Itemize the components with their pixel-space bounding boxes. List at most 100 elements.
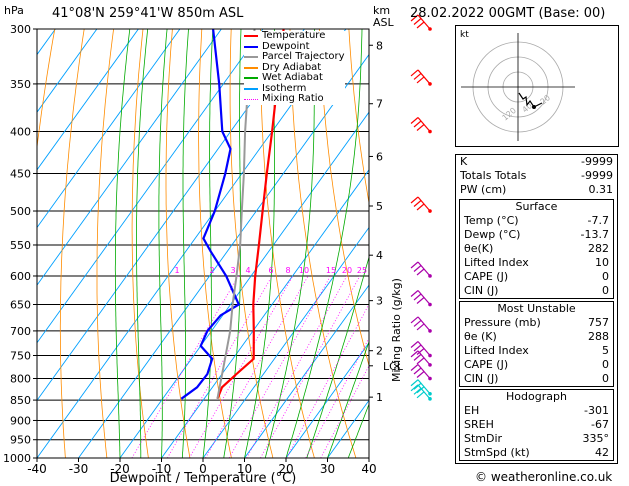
hodograph-section: Hodograph EH -301 SREH -67 StmDir 335° StmSpd … [459, 389, 614, 461]
wind-barb-flag [410, 341, 419, 348]
hodograph-kt-label: kt [460, 30, 469, 40]
pressure-tick-label: 550 [10, 239, 31, 252]
pressure-tick-label: 300 [10, 23, 31, 36]
legend-item: Parcel Trajectory [244, 51, 345, 63]
table-row: StmDir 335° [460, 432, 613, 446]
mixing-ratio-line [246, 275, 348, 458]
row-value: 10 [595, 256, 609, 269]
legend-swatch [244, 98, 258, 100]
legend-label: Isotherm [262, 82, 307, 94]
wind-barb-flag [410, 69, 419, 77]
wind-barb-flag [416, 124, 425, 131]
isotherm-line [37, 29, 264, 344]
pressure-tick-label: 600 [10, 270, 31, 283]
row-value: -9999 [581, 155, 613, 168]
row-value: 0.31 [588, 183, 614, 196]
table-row: CAPE (J) 0 [460, 270, 613, 284]
wind-barb-flag [413, 293, 422, 301]
wind-barb-base [428, 274, 432, 278]
row-value: 282 [588, 242, 609, 255]
height-tick-label: 1 [376, 391, 383, 404]
mixing-ratio-line [305, 337, 369, 458]
wind-barb-flag [413, 265, 422, 272]
isotherm-line [37, 29, 222, 286]
table-row: Lifted Index 10 [460, 256, 613, 270]
wind-barb-flag [410, 364, 419, 371]
isotherm-line [161, 169, 369, 458]
wet-adiabat-line [244, 29, 275, 458]
wind-barb-flag [410, 316, 419, 324]
row-label: Lifted Index [464, 256, 529, 269]
wind-barb-flag [416, 21, 425, 29]
dry-adiabat-line [289, 29, 357, 458]
wet-adiabat-line [306, 255, 369, 458]
row-label: EH [464, 404, 480, 417]
date-title: 28.02.2022 00GMT (Base: 00) [410, 6, 606, 21]
legend-label: Mixing Ratio [262, 93, 324, 104]
row-label: CIN (J) [464, 284, 499, 297]
wind-barb-flag [413, 18, 422, 25]
most-unstable-section: Most Unstable Pressure (mb) 757 θe (K) 288 L… [459, 301, 614, 387]
wind-barb-flag [416, 371, 425, 378]
table-row: Pressure (mb) 757 [460, 316, 613, 330]
wind-barb-flag [413, 367, 422, 375]
row-value: 0 [602, 270, 609, 283]
table-row: CAPE (J) 0 [460, 358, 613, 372]
wet-adiabat-line [136, 29, 149, 458]
table-row: PW (cm) 0.31 [456, 183, 617, 197]
temperature-tick-label: 40 [361, 462, 376, 476]
temperature-tick-label: 0 [199, 462, 207, 476]
wind-barb-flag [413, 387, 422, 395]
temperature-tick-label: 10 [237, 462, 252, 476]
wind-barb-flag [410, 14, 419, 22]
dry-adiabat-line [131, 29, 149, 458]
isotherm-line [37, 29, 139, 171]
table-row: θe(K) 282 [460, 242, 613, 256]
hodograph-frame [455, 25, 619, 147]
wind-barb-flag [416, 391, 425, 399]
series-parcel-trajectory [216, 29, 256, 399]
isotherm-line [285, 341, 369, 458]
legend-label: Parcel Trajectory [262, 51, 345, 62]
dry-adiabat-line [165, 29, 191, 458]
x-axis-title: Dewpoint / Temperature (°C) [110, 471, 297, 486]
indices-table: K -9999 Totals Totals -9999 PW (cm) 0.31 Surf… [455, 154, 618, 464]
pressure-tick-label: 400 [10, 126, 31, 139]
mixing-ratio-tick-label: 20 [342, 266, 352, 275]
pressure-tick-label: 950 [10, 434, 31, 447]
dry-adiabat-line [59, 29, 85, 458]
row-label: StmSpd (kt) [464, 446, 530, 459]
wind-barb-flag [416, 348, 425, 355]
wind-barb-base [428, 363, 432, 367]
hpa-label: hPa [4, 4, 24, 17]
wind-barb-base [428, 376, 432, 381]
wet-adiabat-line [285, 29, 363, 458]
wind-barb-flag [413, 353, 422, 361]
wind-barb-flag [413, 382, 422, 390]
mixing-ratio-line [205, 275, 309, 458]
legend-item: Dry Adiabat [244, 62, 345, 74]
pressure-tick-label: 750 [10, 349, 31, 362]
table-row: SREH -67 [460, 418, 613, 432]
isotherm-line [202, 226, 369, 458]
wind-barb-flag [413, 319, 422, 327]
row-value: 5 [602, 344, 609, 357]
surface-section: Surface Temp (°C) -7.7 Dewp (°C) -13.7 θe(K)… [459, 199, 614, 299]
row-value: 288 [588, 330, 609, 343]
wind-barb-base [428, 391, 432, 396]
legend-swatch [244, 77, 258, 80]
asl-label: ASL [373, 16, 394, 29]
pressure-tick-label: 900 [10, 414, 31, 427]
row-label: CAPE (J) [464, 270, 509, 283]
temperature-tick-label: -40 [27, 462, 47, 476]
temperature-tick-label: -30 [69, 462, 89, 476]
wind-barb-flag [416, 268, 425, 276]
wet-adiabat-line [202, 29, 214, 458]
row-label: StmDir [464, 432, 503, 445]
wind-barb-flag [416, 297, 425, 304]
table-row: CIN (J) 0 [460, 284, 613, 298]
series-dewpoint [180, 29, 241, 400]
mixing-ratio-line [189, 275, 294, 458]
row-value: 0 [602, 284, 609, 297]
height-tick-label: 8 [376, 39, 383, 52]
